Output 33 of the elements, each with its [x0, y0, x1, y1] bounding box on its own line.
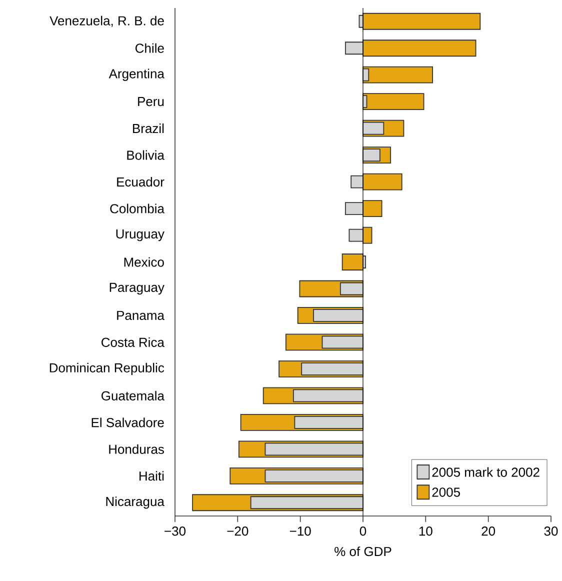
- y-tick-label: Venezuela, R. B. de: [50, 16, 164, 27]
- x-tick-label: 30: [544, 526, 558, 536]
- x-tick-label: −20: [227, 526, 248, 536]
- legend-label: 2005 mark to 2002: [432, 467, 540, 477]
- x-tick-label: 20: [482, 526, 496, 536]
- x-tick-label: −10: [290, 526, 311, 536]
- bar: [362, 66, 433, 84]
- y-tick-label: Argentina: [108, 68, 164, 81]
- y-tick-label: Uruguay: [116, 229, 164, 242]
- y-tick-label: Costa Rica: [102, 337, 164, 347]
- bar: [362, 12, 481, 30]
- x-axis-title: % of GDP: [334, 546, 392, 556]
- y-tick-label: Nicaragua: [106, 496, 164, 509]
- y-tick-label: Ecuador: [117, 177, 164, 187]
- y-tick-label: Colombia: [110, 204, 164, 214]
- y-tick-label: Panama: [117, 310, 164, 320]
- bar: [362, 93, 424, 110]
- y-tick-label: Bolivia: [127, 150, 164, 160]
- y-tick-label: Haiti: [140, 471, 164, 481]
- y-tick-label: El Salvadore: [92, 418, 164, 428]
- y-tick-label: Brazil: [133, 124, 164, 134]
- y-tick-label: Paraguay: [110, 282, 164, 295]
- x-tick-label: 10: [419, 526, 432, 536]
- y-tick-label: Peru: [138, 97, 164, 106]
- y-tick-label: Chile: [135, 43, 164, 53]
- y-tick-label: Dominican Republic: [50, 362, 164, 376]
- y-tick-label: Honduras: [109, 444, 164, 454]
- x-tick-label: −30: [164, 526, 186, 536]
- legend-label: 2005: [432, 488, 460, 497]
- bar: [342, 254, 364, 270]
- y-tick-label: Mexico: [124, 257, 164, 267]
- x-tick-label: 0: [360, 526, 366, 536]
- y-tick-label: Guatemala: [102, 390, 164, 400]
